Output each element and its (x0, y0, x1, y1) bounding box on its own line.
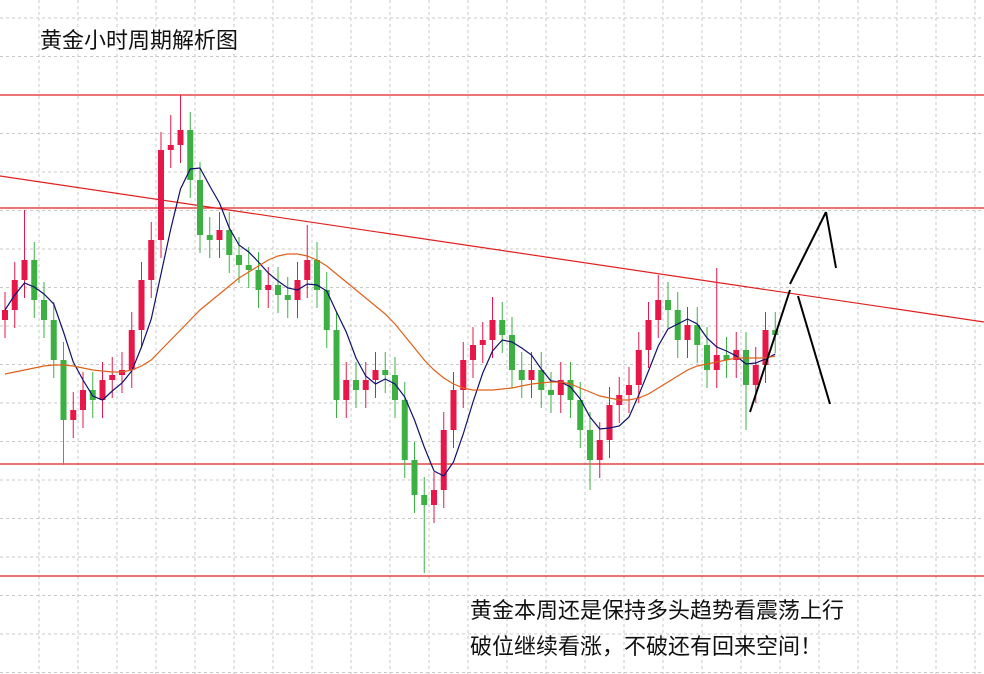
candle-body (236, 255, 242, 265)
candle-body (31, 260, 38, 300)
candle-body (21, 260, 28, 280)
plot (0, 94, 984, 577)
candle-body (70, 410, 77, 420)
candle-body (665, 300, 671, 310)
candle-body (723, 355, 730, 360)
candle-body (518, 370, 525, 380)
candle-body (177, 130, 184, 145)
candle-body (206, 235, 213, 240)
candle-body (2, 310, 8, 320)
candle-body (421, 495, 428, 505)
candle-body (752, 365, 759, 385)
candle-body (245, 265, 252, 270)
candle-body (284, 295, 291, 300)
candle-body (138, 280, 145, 330)
candle-body (148, 240, 155, 280)
candle-body (460, 360, 467, 390)
candle-body (479, 340, 486, 345)
candle-body (343, 380, 350, 400)
candle-body (743, 350, 749, 385)
candle-body (762, 330, 769, 365)
candle-body (538, 370, 545, 390)
candle-body (655, 300, 662, 320)
chart-title: 黄金小时周期解析图 (40, 29, 238, 54)
candle-body (733, 350, 740, 360)
candle-body (197, 180, 203, 235)
moving-average (4, 253, 776, 401)
candle-body (265, 285, 272, 290)
projection-line (797, 295, 831, 405)
candle-body (187, 130, 194, 180)
candle-body (489, 320, 496, 340)
candle-body (645, 320, 652, 350)
candle-body (411, 460, 418, 495)
annotation: 破位继续看涨，不破还有回来空间！ (470, 635, 822, 660)
candle-body (323, 290, 330, 330)
candle-body (128, 330, 135, 370)
candle-body (382, 370, 389, 375)
candle-body (450, 390, 457, 430)
candle-body (41, 300, 47, 320)
projection (749, 211, 837, 413)
candle-body (80, 390, 86, 410)
candle-body (684, 325, 691, 340)
candle-body (167, 145, 174, 150)
moving-average (4, 167, 776, 477)
candle-body (587, 430, 593, 460)
annotation: 黄金本周还是保持多头趋势看震荡上行 (470, 599, 844, 624)
candle-body (304, 260, 311, 280)
candle-body (635, 350, 642, 385)
candle-body (50, 320, 57, 360)
candle-body (158, 150, 164, 240)
candle-body (694, 325, 701, 345)
candle-body (674, 310, 681, 340)
candle-body (333, 330, 340, 400)
candle-body (548, 390, 554, 395)
candle-body (567, 380, 574, 400)
candle-body (275, 285, 281, 295)
candle-body (499, 320, 506, 335)
candle-body (596, 440, 603, 460)
candle-body (431, 490, 437, 505)
candle-body (704, 345, 710, 370)
candle-body (255, 270, 262, 290)
candle-body (606, 405, 613, 440)
projection-line (749, 289, 791, 413)
candle-body (109, 375, 116, 380)
candle-body (509, 335, 515, 370)
candle-body (626, 385, 632, 395)
candle-body (401, 400, 408, 460)
candle-body (362, 380, 369, 390)
candle-body (577, 400, 584, 430)
candle-body (392, 375, 398, 400)
candle-body (60, 360, 67, 420)
projection-line (825, 211, 837, 269)
candle-body (528, 370, 535, 380)
projection-line (789, 211, 827, 285)
candle-body (557, 380, 564, 395)
candle-body (470, 345, 476, 360)
candle-body (353, 380, 359, 390)
candle-body (216, 230, 223, 240)
candle-body (226, 230, 233, 255)
candle-body (314, 260, 320, 290)
candle-body (99, 380, 106, 400)
candle-body (440, 430, 447, 490)
candle-body (372, 370, 379, 380)
